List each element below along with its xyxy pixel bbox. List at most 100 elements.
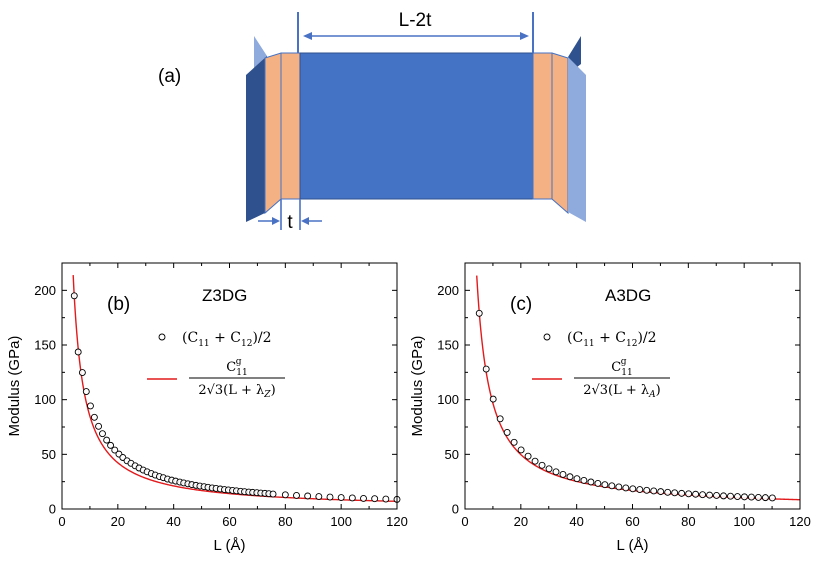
- legend: (C11 + C12)/2 C11g 2√3(L + λA): [532, 330, 670, 400]
- data-point: [768, 494, 776, 502]
- data-point: [685, 490, 693, 498]
- data-point: [87, 402, 94, 410]
- legend: (C11 + C12)/2 C11g 2√3(L + λZ): [147, 330, 285, 400]
- left-orange-slant: [264, 52, 282, 215]
- data-point: [678, 489, 686, 497]
- data-point: [566, 473, 574, 481]
- data-point: [608, 482, 616, 490]
- x-tick-label: 100: [330, 514, 352, 529]
- data-point: [70, 292, 78, 300]
- data-point: [573, 475, 581, 483]
- length-label: L-2t: [399, 10, 432, 31]
- data-point: [636, 486, 644, 493]
- data-point: [629, 485, 637, 493]
- right-orange-layer: [532, 52, 553, 200]
- x-tick-label: 40: [166, 514, 180, 529]
- data-point: [315, 493, 323, 500]
- data-point: [545, 465, 553, 473]
- data-point: [657, 488, 665, 496]
- data-point: [496, 415, 504, 423]
- data-point: [747, 493, 755, 501]
- x-tick-label: 20: [514, 514, 528, 529]
- x-tick-label: 60: [625, 514, 639, 529]
- y-tick-label: 50: [42, 447, 56, 462]
- data-point: [650, 487, 658, 495]
- data-point: [559, 471, 567, 478]
- data-point: [74, 348, 82, 356]
- data-point: [643, 486, 651, 494]
- data-point: [740, 493, 748, 501]
- data-point: [754, 493, 762, 501]
- y-tick-label: 150: [34, 338, 56, 353]
- x-tick-label: 120: [789, 514, 811, 529]
- y-tick-label: 0: [452, 502, 459, 517]
- legend-marker-symbol: [543, 333, 551, 341]
- data-point: [482, 365, 490, 373]
- data-point: [713, 491, 720, 499]
- x-axis-label: L (Å): [617, 537, 649, 554]
- x-tick-label: 80: [681, 514, 695, 529]
- data-point: [622, 484, 630, 492]
- y-axis-label: Modulus (GPa): [6, 336, 23, 437]
- y-tick-label: 0: [49, 502, 56, 517]
- data-point: [103, 436, 111, 444]
- data-point: [371, 495, 379, 503]
- left-dark-plate: [246, 56, 267, 222]
- data-point: [337, 494, 345, 501]
- chart-b: 0 20 40 60 80 100 120 0 50 100 150 200 L (Å) Modulu…: [6, 262, 408, 554]
- left-orange-layer: [280, 52, 301, 200]
- data-point: [510, 438, 518, 446]
- data-point: [601, 481, 609, 489]
- x-tick-label: 20: [111, 514, 125, 529]
- data-point: [727, 492, 734, 500]
- x-tick-label: 80: [278, 514, 292, 529]
- panel-a-label: (a): [158, 66, 181, 87]
- data-point: [552, 468, 560, 476]
- x-tick-label: 120: [386, 514, 408, 529]
- y-axis-label: Modulus (GPa): [409, 336, 426, 437]
- x-tick-label: 40: [569, 514, 583, 529]
- data-point: [99, 430, 106, 438]
- data-point: [664, 488, 672, 496]
- data-point: [538, 461, 546, 469]
- data-point: [304, 492, 312, 500]
- data-point: [587, 478, 595, 486]
- data-point: [348, 494, 356, 502]
- y-tick-label: 100: [437, 392, 459, 407]
- arrowhead-right: [520, 32, 529, 40]
- legend-fit-denominator: 2√3(L + λZ): [198, 383, 275, 400]
- material-name-label: A3DG: [605, 286, 651, 305]
- data-point: [360, 494, 367, 502]
- legend-fit-denominator: 2√3(L + λA): [583, 383, 661, 400]
- data-point: [706, 491, 713, 499]
- data-point: [111, 446, 119, 454]
- central-block: [299, 52, 534, 200]
- data-point: [281, 491, 289, 499]
- data-point: [594, 479, 602, 487]
- data-point: [78, 369, 86, 377]
- legend-fit-numerator: C11g: [226, 357, 247, 378]
- x-tick-label: 60: [222, 514, 236, 529]
- data-point: [90, 413, 98, 421]
- y-tick-label: 100: [34, 392, 56, 407]
- right-orange-slant: [551, 52, 569, 215]
- diagram-panel-a: (a) L-2t t: [158, 10, 586, 233]
- y-tick-label: 200: [34, 283, 56, 298]
- legend-fit-numerator: C11g: [611, 357, 632, 378]
- data-point: [671, 489, 679, 497]
- data-point: [734, 493, 741, 500]
- data-point: [95, 422, 103, 430]
- data-point: [82, 388, 90, 396]
- data-point: [720, 492, 727, 500]
- data-point: [293, 491, 300, 499]
- y-tick-label: 150: [437, 338, 459, 353]
- data-point: [524, 452, 532, 460]
- data-point: [382, 495, 390, 503]
- data-point: [531, 457, 539, 465]
- data-point: [699, 491, 707, 499]
- data-point: [326, 493, 334, 501]
- y-tick-label: 200: [437, 283, 459, 298]
- x-tick-label: 100: [733, 514, 755, 529]
- x-tick-label: 0: [58, 514, 65, 529]
